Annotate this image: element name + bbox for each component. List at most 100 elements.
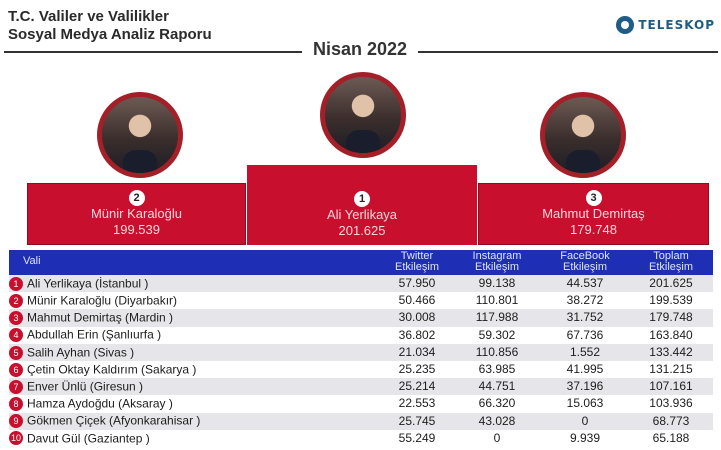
governor-name: Gökmen Çiçek (Afyonkarahisar ) — [27, 413, 201, 428]
table-row: 5 Salih Ayhan (Sivas ) 21.034 110.856 1.5… — [9, 343, 713, 361]
column-header-total-line2: Etkileşim — [648, 261, 693, 273]
total-value: 179.748 — [629, 309, 713, 327]
governor-name: Mahmut Demirtaş (Mardin ) — [27, 310, 174, 325]
podium-third: 3 Mahmut Demirtaş 179.748 — [478, 183, 709, 245]
facebook-value: 0 — [541, 412, 629, 430]
facebook-value: 15.063 — [541, 395, 629, 413]
column-header-twitter: Twitter Etkileşim — [381, 250, 453, 275]
instagram-value: 0 — [453, 429, 541, 447]
twitter-value: 55.249 — [381, 429, 453, 447]
column-header-total-line1: Toplam — [653, 250, 689, 262]
twitter-value: 50.466 — [381, 292, 453, 310]
governor-cell: 7 Enver Ünlü (Giresun ) — [9, 378, 381, 396]
facebook-value: 41.995 — [541, 360, 629, 379]
governor-name: Hamza Aydoğdu (Aksaray ) — [27, 396, 173, 411]
governor-cell: 9 Gökmen Çiçek (Afyonkarahisar ) — [9, 412, 381, 430]
instagram-value: 66.320 — [453, 395, 541, 413]
governor-cell: 4 Abdullah Erin (Şanlıurfa ) — [9, 326, 381, 344]
column-header-total: Toplam Etkileşim — [629, 250, 713, 275]
report-period: Nisan 2022 — [312, 39, 408, 59]
rank-badge: 3 — [9, 311, 23, 326]
total-value: 107.161 — [629, 378, 713, 396]
facebook-value: 44.537 — [541, 275, 629, 293]
twitter-value: 36.802 — [381, 326, 453, 344]
facebook-value: 9.939 — [541, 429, 629, 447]
facebook-value: 31.752 — [541, 309, 629, 327]
rank-badge: 7 — [9, 379, 23, 394]
facebook-value: 1.552 — [541, 343, 629, 361]
table-row: 6 Çetin Oktay Kaldırım (Sakarya ) 25.235 … — [9, 360, 713, 379]
governor-cell: 6 Çetin Oktay Kaldırım (Sakarya ) — [9, 360, 381, 379]
instagram-value: 59.302 — [453, 326, 541, 344]
podium-score: 179.748 — [570, 222, 617, 237]
podium-score: 199.539 — [113, 222, 160, 237]
column-header-governor: Vali — [9, 250, 381, 275]
instagram-value: 44.751 — [453, 378, 541, 396]
total-value: 131.215 — [629, 360, 713, 379]
column-header-facebook-line1: FaceBook — [560, 250, 610, 262]
total-value: 65.188 — [629, 429, 713, 447]
governor-name: Abdullah Erin (Şanlıurfa ) — [27, 327, 162, 342]
table-row: 7 Enver Ünlü (Giresun ) 25.214 44.751 37.… — [9, 378, 713, 396]
divider-right — [418, 51, 718, 53]
table-row: 3 Mahmut Demirtaş (Mardin ) 30.008 117.98… — [9, 309, 713, 327]
avatar-second-place — [97, 92, 183, 178]
governor-cell: 3 Mahmut Demirtaş (Mardin ) — [9, 309, 381, 327]
avatar-third-place — [540, 92, 626, 178]
rank-badge: 9 — [9, 414, 23, 429]
instagram-value: 117.988 — [453, 309, 541, 327]
governor-cell: 5 Salih Ayhan (Sivas ) — [9, 343, 381, 361]
report-title-line2: Sosyal Medya Analiz Raporu — [8, 26, 212, 43]
rank-badge: 4 — [9, 328, 23, 343]
column-header-instagram-line1: Instagram — [472, 250, 522, 262]
governor-name: Salih Ayhan (Sivas ) — [27, 345, 135, 359]
twitter-value: 30.008 — [381, 309, 453, 327]
rank-badge: 6 — [9, 362, 23, 377]
governor-cell: 10 Davut Gül (Gaziantep ) — [9, 429, 381, 447]
table-row: 9 Gökmen Çiçek (Afyonkarahisar ) 25.745 4… — [9, 412, 713, 430]
column-header-instagram-line2: Etkileşim — [474, 261, 519, 273]
podium-name: Mahmut Demirtaş — [542, 206, 645, 221]
governor-name: Enver Ünlü (Giresun ) — [27, 379, 144, 394]
governor-cell: 2 Münir Karaloğlu (Diyarbakır) — [9, 292, 381, 310]
rank-badge: 2 — [128, 190, 145, 206]
governor-name: Çetin Oktay Kaldırım (Sakarya ) — [27, 362, 197, 377]
instagram-value: 110.856 — [453, 343, 541, 361]
rank-badge: 2 — [9, 293, 23, 308]
instagram-value: 110.801 — [453, 292, 541, 310]
twitter-value: 22.553 — [381, 395, 453, 413]
rank-badge: 1 — [9, 276, 23, 291]
table-header-row: Vali Twitter Etkileşim Instagram Etkileşim… — [9, 250, 713, 275]
table-row: 10 Davut Gül (Gaziantep ) 55.249 0 9.939 … — [9, 429, 713, 447]
rank-badge: 8 — [9, 397, 23, 412]
avatar-first-place — [320, 72, 406, 158]
twitter-value: 25.235 — [381, 360, 453, 379]
facebook-value: 37.196 — [541, 378, 629, 396]
rank-badge: 1 — [354, 191, 370, 207]
twitter-value: 25.214 — [381, 378, 453, 396]
twitter-value: 25.745 — [381, 412, 453, 430]
instagram-value: 63.985 — [453, 360, 541, 379]
facebook-value: 67.736 — [541, 326, 629, 344]
instagram-value: 43.028 — [453, 412, 541, 430]
column-header-instagram: Instagram Etkileşim — [453, 250, 541, 275]
rank-badge: 5 — [9, 345, 23, 360]
podium-name: Ali Yerlikaya — [326, 207, 398, 222]
facebook-value: 38.272 — [541, 292, 629, 310]
governor-name: Münir Karaloğlu (Diyarbakır) — [27, 293, 178, 308]
total-value: 201.625 — [629, 275, 713, 293]
column-header-facebook: FaceBook Etkileşim — [541, 250, 629, 275]
total-value: 199.539 — [629, 292, 713, 310]
table-row: 2 Münir Karaloğlu (Diyarbakır) 50.466 110… — [9, 292, 713, 310]
logo-text: TELESKOP — [638, 18, 715, 32]
total-value: 133.442 — [629, 343, 713, 361]
twitter-value: 57.950 — [381, 275, 453, 293]
total-value: 163.840 — [629, 326, 713, 344]
ranking-table: Vali Twitter Etkileşim Instagram Etkileşim… — [9, 250, 713, 447]
rank-badge: 3 — [585, 190, 602, 206]
table-row: 8 Hamza Aydoğdu (Aksaray ) 22.553 66.320 … — [9, 395, 713, 413]
instagram-value: 99.138 — [453, 275, 541, 293]
governor-cell: 8 Hamza Aydoğdu (Aksaray ) — [9, 395, 381, 413]
rank-badge: 10 — [9, 431, 23, 446]
governor-name: Davut Gül (Gaziantep ) — [27, 430, 150, 445]
